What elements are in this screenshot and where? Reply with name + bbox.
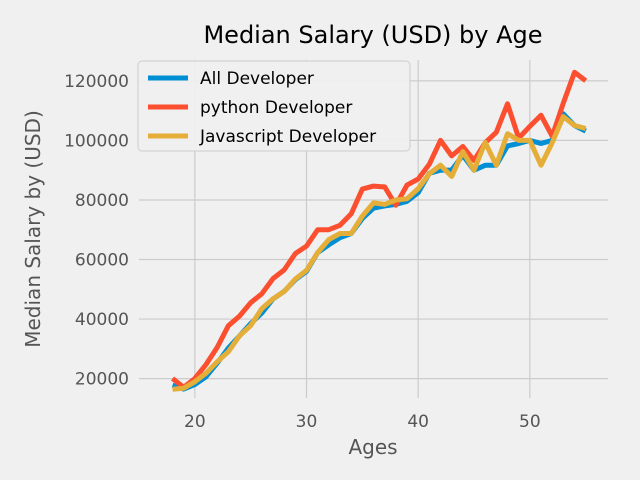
legend-box bbox=[137, 60, 411, 152]
y-tick-label: 20000 bbox=[75, 370, 129, 390]
x-tick-label: 30 bbox=[296, 412, 318, 432]
y-axis-label: Median Salary by (USD) bbox=[21, 110, 45, 348]
y-tick-label: 80000 bbox=[75, 191, 129, 211]
legend-label-2: Javascript Developer bbox=[199, 127, 376, 147]
x-tick-labels: 20 30 40 50 bbox=[184, 412, 541, 432]
legend: All Developer python Developer Javascript … bbox=[137, 60, 411, 152]
series-line-2 bbox=[172, 114, 587, 392]
legend-label-0: All Developer bbox=[200, 69, 314, 89]
x-tick-label: 50 bbox=[519, 412, 541, 432]
legend-label-1: python Developer bbox=[200, 98, 352, 118]
chart-title: Median Salary (USD) by Age bbox=[203, 21, 542, 49]
y-tick-label: 120000 bbox=[64, 72, 129, 92]
x-tick-label: 20 bbox=[184, 412, 206, 432]
series-lines bbox=[170, 69, 588, 392]
x-tick-label: 40 bbox=[407, 412, 429, 432]
y-tick-label: 60000 bbox=[75, 251, 129, 271]
y-tick-label: 100000 bbox=[64, 131, 129, 151]
y-tick-labels: 20000 40000 60000 80000 100000 120000 bbox=[64, 72, 129, 390]
x-axis-label: Ages bbox=[348, 435, 397, 459]
series-line-1 bbox=[170, 69, 588, 390]
y-tick-label: 40000 bbox=[75, 310, 129, 330]
